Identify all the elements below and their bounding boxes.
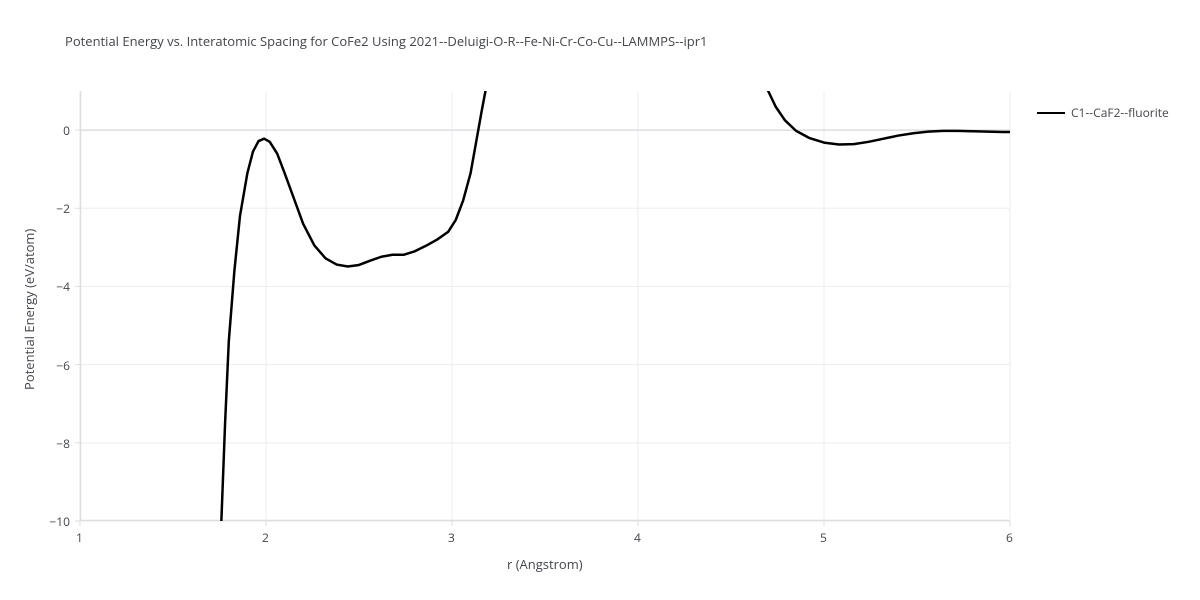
x-tick-label: 3 — [448, 529, 455, 546]
legend-line-icon — [1037, 112, 1065, 114]
x-tick-label: 6 — [1006, 529, 1013, 546]
x-tick-label: 1 — [76, 529, 83, 546]
x-tick-label: 4 — [634, 529, 641, 546]
x-tick-label: 5 — [820, 529, 827, 546]
chart-title: Potential Energy vs. Interatomic Spacing… — [65, 32, 707, 50]
plot-svg — [80, 91, 1011, 522]
chart-container: Potential Energy vs. Interatomic Spacing… — [0, 0, 1200, 600]
x-axis-label: r (Angstrom) — [507, 555, 583, 573]
y-tick-label: −2 — [56, 200, 70, 217]
x-tick-label: 2 — [262, 529, 269, 546]
y-axis-label: Potential Energy (eV/atom) — [20, 229, 38, 390]
y-tick-label: 0 — [63, 122, 70, 139]
y-tick-label: −4 — [56, 278, 70, 295]
legend-label: C1--CaF2--fluorite — [1071, 104, 1169, 121]
y-tick-label: −8 — [56, 435, 70, 452]
y-tick-label: −6 — [56, 357, 70, 374]
legend[interactable]: C1--CaF2--fluorite — [1037, 104, 1169, 121]
y-tick-label: −10 — [49, 513, 70, 530]
